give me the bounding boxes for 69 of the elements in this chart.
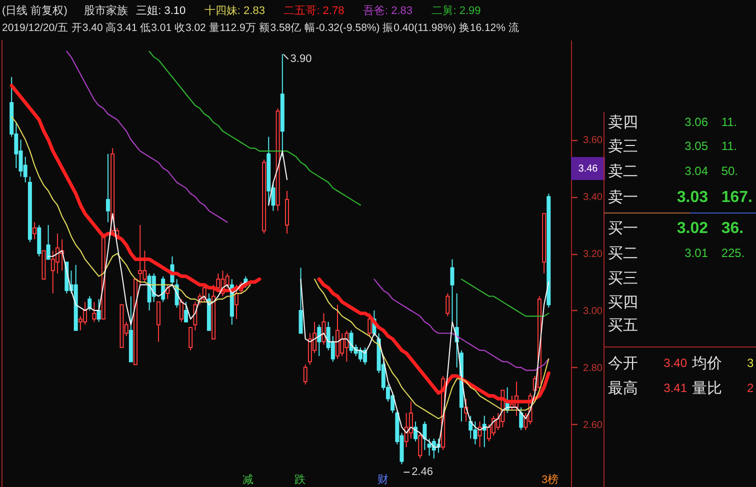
candlestick [408, 401, 413, 440]
candlestick [519, 406, 524, 431]
text: 3.03 167. [676, 189, 752, 206]
y-tick-label: 3.00 [583, 306, 603, 317]
text: 3.40 [664, 356, 688, 370]
text: 量比 [692, 380, 722, 397]
candlestick [478, 421, 482, 448]
candlestick [32, 222, 37, 240]
text: 2 [747, 381, 754, 395]
y-tick-label: 2.60 [583, 420, 603, 431]
text: 今开 [608, 355, 638, 372]
annotation: 跌 [294, 474, 306, 486]
text: 最高 [608, 380, 638, 397]
candlestick [88, 296, 92, 311]
candlestick [418, 432, 422, 460]
candlestick [184, 301, 188, 322]
text: 买三 [608, 270, 638, 287]
candlestick [46, 224, 50, 260]
text: 3.06 11. [684, 115, 738, 129]
candlestick [303, 364, 308, 386]
text: 十四妹: 2.83 [204, 4, 265, 17]
candlestick [468, 415, 473, 440]
text: 3.01 225. [684, 246, 745, 260]
text: 3.04 50. [684, 164, 738, 178]
text: 买五 [608, 317, 638, 334]
y-tick-label: 2.80 [583, 362, 603, 374]
candlestick [450, 258, 454, 322]
candlestick [92, 301, 96, 322]
annotation: 2.46 [412, 466, 434, 478]
text: 买二 [608, 245, 638, 262]
y-tick-label: 3.60 [583, 135, 603, 146]
text: 二五哥: 2.78 [284, 5, 344, 17]
annotation: 3榜 [541, 473, 559, 486]
text: 三姐: 3.10 [136, 5, 186, 17]
chart-title: (日线 前复权) [2, 4, 68, 17]
text: 3.02 36. [676, 220, 744, 237]
text: 3.46 [578, 164, 598, 174]
text: 买四 [608, 294, 638, 311]
candlestick [317, 324, 322, 357]
y-tick-label: 3.20 [583, 249, 603, 260]
legend-title: 股市家族 [84, 4, 128, 17]
text: 卖三 [608, 138, 638, 155]
text: 3.05 11. [684, 139, 738, 153]
candlestick [216, 272, 220, 292]
candlestick [422, 421, 427, 450]
annotation: 财 [378, 473, 388, 486]
text: 买一 [608, 220, 638, 237]
candlestick [156, 301, 160, 342]
text: 二舅: 2.99 [431, 4, 481, 17]
chart-subtitle: 2019/12/20/五 开3.40 高3.41 低3.01 收3.02 量112.9万 额3.58亿 幅-0.32(-9.58%) 振0.40(11.98%) 换16.12% 流 [2, 21, 520, 34]
annotation: 3.90 [290, 53, 312, 66]
candlestick [446, 292, 450, 317]
annotation: 减 [242, 473, 254, 486]
candlestick [179, 298, 184, 322]
text: 3 [747, 356, 754, 370]
candlestick [414, 421, 418, 442]
text: 卖四 [608, 114, 638, 131]
text: 吾爸: 2.83 [362, 5, 413, 17]
text: 卖二 [608, 163, 638, 180]
text: 均价 [691, 355, 722, 372]
candlestick [106, 153, 110, 223]
candlestick [298, 267, 303, 334]
text: 卖一 [608, 189, 638, 206]
candlestick [234, 284, 239, 320]
candlestick [188, 327, 193, 351]
text: 3.41 [664, 381, 688, 395]
y-tick-label: 3.40 [583, 192, 603, 204]
candlestick [138, 224, 142, 286]
candlestick [322, 312, 326, 346]
